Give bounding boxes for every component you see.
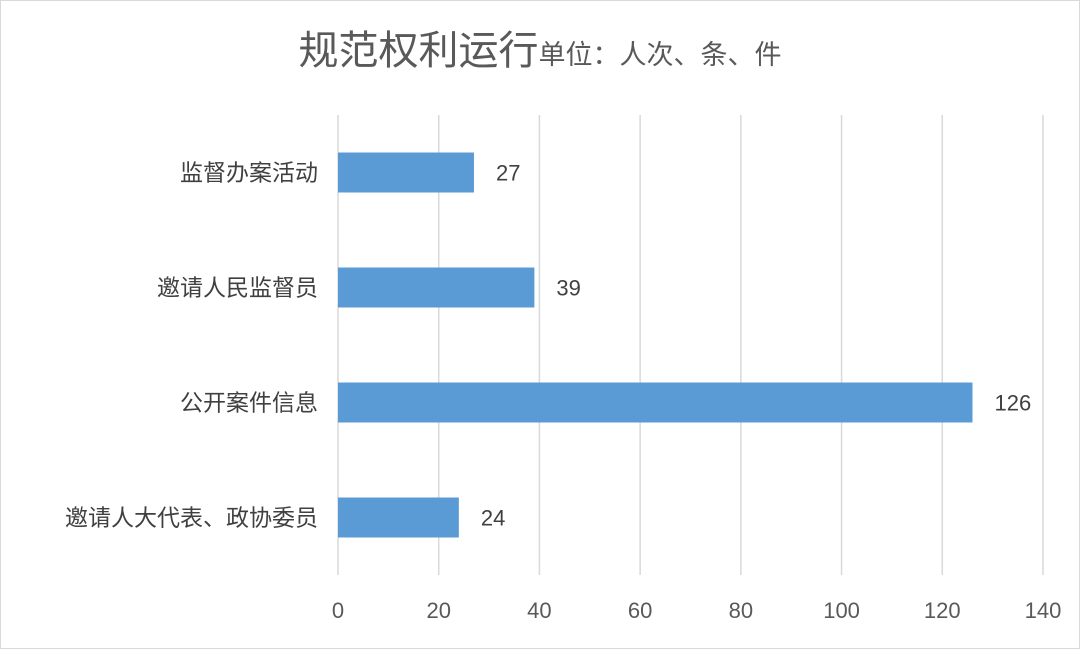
- x-tick-label: 120: [924, 598, 961, 623]
- bars: [338, 152, 973, 538]
- x-axis-ticks: 0 20 40 60 80 100 120 140: [332, 598, 1061, 623]
- data-label: 27: [496, 161, 520, 186]
- x-tick-label: 20: [426, 598, 450, 623]
- category-label: 公开案件信息: [180, 391, 318, 417]
- chart-title-main: 规范权利运行: [298, 28, 539, 74]
- category-label: 监督办案活动: [180, 161, 318, 187]
- x-tick-label: 0: [332, 598, 344, 623]
- x-tick-label: 60: [628, 598, 652, 623]
- x-tick-label: 40: [527, 598, 551, 623]
- chart-title: 规范权利运行单位：人次、条、件: [0, 18, 1080, 76]
- x-tick-label: 140: [1025, 598, 1062, 623]
- x-tick-label: 80: [729, 598, 753, 623]
- category-label: 邀请人大代表、政协委员: [65, 506, 318, 532]
- bar: [338, 267, 535, 308]
- data-labels: 27 39 126 24: [481, 161, 1031, 531]
- data-label: 126: [995, 391, 1032, 416]
- bar: [338, 152, 474, 193]
- data-label: 39: [556, 276, 580, 301]
- data-label: 24: [481, 506, 505, 531]
- chart-title-unit: 单位：人次、条、件: [538, 40, 782, 71]
- x-tick-label: 100: [823, 598, 860, 623]
- bar: [338, 497, 459, 538]
- bar: [338, 382, 973, 423]
- category-label: 邀请人民监督员: [157, 276, 318, 302]
